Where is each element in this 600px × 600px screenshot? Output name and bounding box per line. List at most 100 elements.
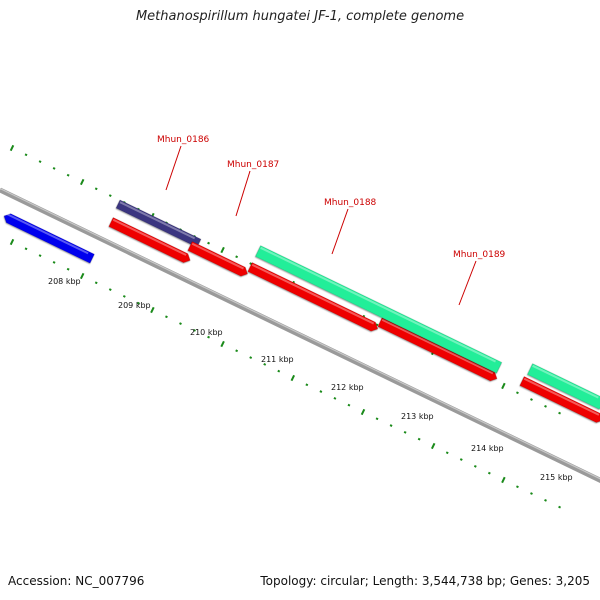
genome-backbone-highlight: [0, 187, 600, 480]
inner-major-tick: [290, 374, 296, 382]
outer-minor-tick: [38, 160, 42, 163]
scale-label: 208 kbp: [48, 277, 81, 286]
outer-minor-tick: [108, 194, 112, 197]
accession-label: Accession: NC_007796: [8, 574, 145, 588]
gene-arrow[interactable]: [2, 211, 95, 264]
gene-highlight: [260, 246, 496, 363]
outer-minor-tick: [52, 167, 56, 170]
outer-minor-tick: [66, 173, 70, 177]
gene-label[interactable]: Mhun_0188: [324, 198, 377, 208]
gene-highlight: [5, 212, 89, 255]
gene-feature[interactable]: [526, 363, 600, 410]
outer-minor-tick: [94, 187, 98, 191]
scale-label: 210 kbp: [190, 328, 223, 337]
inner-minor-tick: [24, 247, 28, 251]
inner-minor-tick: [333, 396, 337, 400]
outer-minor-tick: [207, 241, 210, 245]
gene-highlight: [191, 242, 244, 270]
inner-minor-tick: [487, 471, 491, 475]
inner-minor-tick: [249, 356, 253, 359]
inner-minor-tick: [445, 451, 449, 455]
inner-minor-tick: [319, 390, 323, 393]
genome-backbone: [0, 187, 600, 483]
outer-minor-tick: [516, 391, 519, 395]
inner-minor-tick: [473, 464, 477, 468]
gene-feature[interactable]: [254, 245, 503, 374]
inner-minor-tick: [347, 403, 351, 407]
gene-highlight: [119, 201, 196, 240]
outer-minor-tick: [24, 153, 28, 157]
scale-label: 215 kbp: [540, 473, 573, 482]
scale-label: 212 kbp: [331, 383, 364, 392]
inner-minor-tick: [66, 267, 70, 271]
gene-highlight: [381, 318, 494, 375]
inner-minor-tick: [389, 424, 393, 427]
inner-major-tick: [220, 340, 225, 348]
outer-minor-tick: [544, 404, 547, 408]
gene-arrow[interactable]: [247, 262, 380, 333]
gene-feature[interactable]: [108, 217, 193, 264]
inner-minor-tick: [165, 315, 168, 319]
gene-feature[interactable]: [2, 211, 95, 264]
inner-minor-tick: [94, 281, 98, 285]
outer-minor-tick: [235, 255, 239, 259]
gene-label-leader: [331, 208, 349, 255]
inner-minor-tick: [375, 417, 379, 421]
inner-minor-tick: [207, 335, 210, 339]
gene-label-leader: [458, 260, 477, 306]
gene-highlight: [251, 263, 375, 325]
topology-label: Topology: circular; Length: 3,544,738 bp…: [260, 574, 590, 588]
gene-highlight: [523, 377, 600, 416]
outer-major-tick: [9, 144, 15, 152]
inner-major-tick: [501, 476, 506, 484]
inner-minor-tick: [179, 322, 182, 325]
gene-feature[interactable]: [247, 262, 380, 333]
gene-arrow[interactable]: [526, 363, 600, 410]
map-title: Methanospirillum hungatei JF-1, complete…: [135, 9, 465, 24]
inner-minor-tick: [193, 329, 196, 332]
inner-minor-tick: [530, 492, 533, 495]
outer-major-tick: [220, 246, 225, 254]
inner-major-tick: [360, 408, 366, 416]
inner-tick-marks: [9, 238, 561, 509]
gene-label[interactable]: Mhun_0189: [453, 250, 506, 260]
inner-minor-tick: [516, 485, 519, 489]
inner-minor-tick: [544, 498, 547, 502]
inner-minor-tick: [108, 288, 112, 291]
gene-label-leader: [165, 145, 182, 191]
scale-label: 211 kbp: [261, 355, 294, 364]
gene-highlight: [532, 364, 599, 399]
inner-minor-tick: [459, 458, 463, 461]
gene-arrow[interactable]: [108, 217, 193, 264]
gene-arrow[interactable]: [254, 245, 503, 374]
scale-label: 213 kbp: [401, 412, 434, 421]
inner-minor-tick: [235, 349, 239, 353]
inner-major-tick: [9, 238, 15, 246]
scale-label: 214 kbp: [471, 444, 504, 453]
gene-arrow[interactable]: [187, 241, 250, 278]
inner-minor-tick: [52, 261, 56, 264]
inner-minor-tick: [122, 295, 126, 298]
inner-major-tick: [79, 272, 85, 280]
inner-minor-tick: [417, 437, 421, 441]
outer-major-tick: [79, 178, 85, 186]
gene-label[interactable]: Mhun_0186: [157, 135, 210, 145]
inner-minor-tick: [277, 369, 281, 373]
gene-label[interactable]: Mhun_0187: [227, 160, 279, 170]
inner-major-tick: [430, 442, 436, 450]
scale-label: 209 kbp: [118, 301, 151, 310]
inner-minor-tick: [263, 362, 267, 366]
outer-minor-tick: [249, 262, 253, 265]
gene-feature[interactable]: [187, 241, 250, 278]
gene-highlight: [112, 218, 187, 256]
inner-major-tick: [150, 306, 155, 314]
outer-major-tick: [501, 382, 506, 390]
inner-minor-tick: [136, 301, 140, 305]
outer-minor-tick: [558, 411, 561, 415]
inner-minor-tick: [38, 254, 42, 257]
inner-minor-tick: [403, 430, 407, 434]
inner-minor-tick: [305, 383, 309, 387]
gene-feature[interactable]: [377, 317, 499, 383]
gene-label-leader: [235, 170, 251, 217]
